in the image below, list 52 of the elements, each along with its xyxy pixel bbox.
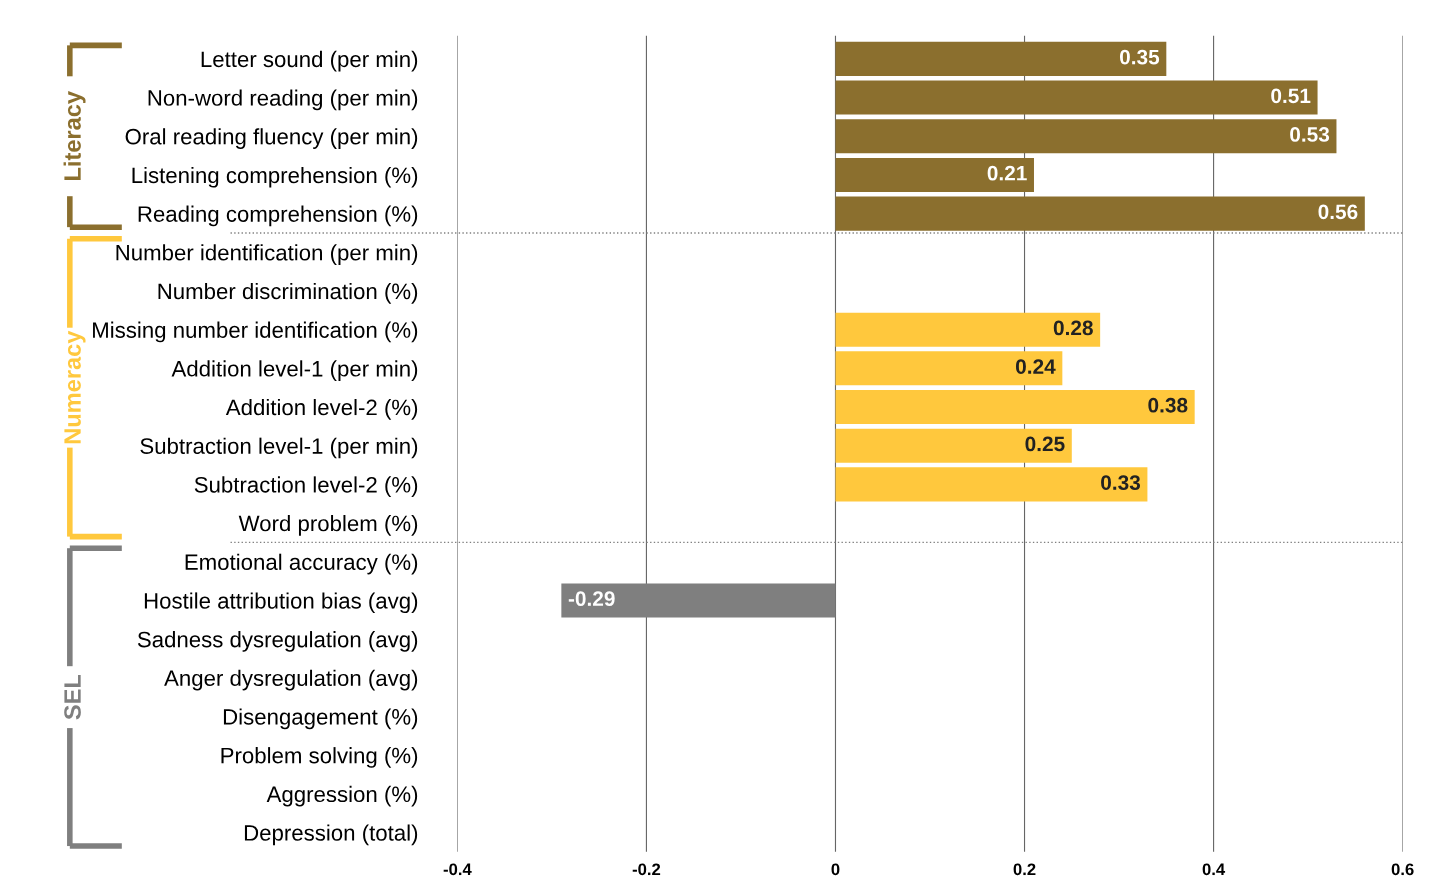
legend-label: Literacy bbox=[63, 91, 86, 180]
y-tick-label: Sadness dysregulation (avg) bbox=[137, 631, 418, 652]
y-tick-label: Letter sound (per min) bbox=[201, 50, 418, 72]
bar bbox=[835, 428, 1072, 463]
bar bbox=[561, 583, 836, 618]
y-tick-label: Number discrimination (%) bbox=[158, 282, 418, 304]
y-tick-label: Problem solving (%) bbox=[221, 747, 418, 768]
data-label: 0.24 bbox=[1016, 359, 1056, 374]
x-tick-label: 0.2 bbox=[1013, 863, 1036, 876]
y-tick-label: Addition level-2 (%) bbox=[225, 398, 418, 420]
bar bbox=[835, 390, 1195, 425]
y-tick-label: Hostile attribution bias (avg) bbox=[144, 592, 418, 614]
x-tick-label: -0.4 bbox=[443, 863, 472, 876]
y-tick-label: Oral reading fluency (per min) bbox=[125, 128, 418, 149]
data-label: 0.21 bbox=[987, 165, 1027, 181]
bar bbox=[835, 312, 1101, 347]
data-label: 0.28 bbox=[1053, 320, 1093, 336]
data-label: 0.25 bbox=[1025, 436, 1065, 452]
y-tick-label: Subtraction level-1 (per min) bbox=[140, 437, 418, 459]
y-tick-label: Non-word reading (per min) bbox=[148, 89, 418, 111]
y-tick-label: Subtraction level-2 (%) bbox=[194, 476, 418, 498]
x-tick-label: 0 bbox=[831, 863, 840, 876]
data-label: 0.33 bbox=[1101, 475, 1141, 491]
bar bbox=[835, 80, 1318, 115]
x-tick-label: -0.2 bbox=[632, 863, 661, 876]
y-tick-label: Addition level-1 (per min) bbox=[171, 360, 418, 381]
y-tick-label: Emotional accuracy (%) bbox=[185, 553, 418, 575]
y-tick-label: Listening comprehension (%) bbox=[132, 166, 418, 188]
data-label: 0.53 bbox=[1290, 127, 1330, 142]
bar bbox=[835, 157, 1034, 192]
y-tick-label: Number identification (per min) bbox=[116, 244, 418, 265]
text: SEL bbox=[64, 674, 81, 720]
y-tick-label: Reading comprehension (%) bbox=[138, 205, 418, 227]
y-tick-label: Aggression (%) bbox=[266, 785, 418, 807]
bar bbox=[835, 41, 1167, 76]
y-tick-label: Disengagement (%) bbox=[223, 708, 418, 730]
bar bbox=[835, 119, 1337, 154]
data-label: 0.35 bbox=[1119, 49, 1160, 65]
text: Numeracy bbox=[64, 330, 86, 444]
data-label: 0.51 bbox=[1271, 88, 1311, 104]
y-tick-label: Anger dysregulation (avg) bbox=[164, 669, 418, 691]
data-label: 0.56 bbox=[1318, 204, 1358, 220]
bar bbox=[835, 467, 1148, 502]
data-label: -0.29 bbox=[568, 591, 615, 607]
y-tick-label: Depression (total) bbox=[244, 824, 418, 846]
data-label: 0.38 bbox=[1148, 397, 1188, 413]
y-tick-label: Word problem (%) bbox=[238, 515, 418, 536]
x-tick-label: 0.6 bbox=[1391, 863, 1414, 876]
bar bbox=[835, 351, 1063, 386]
x-tick-label: 0.4 bbox=[1202, 863, 1226, 876]
y-tick-label: Missing number identification (%) bbox=[93, 321, 418, 343]
bar bbox=[835, 196, 1365, 231]
